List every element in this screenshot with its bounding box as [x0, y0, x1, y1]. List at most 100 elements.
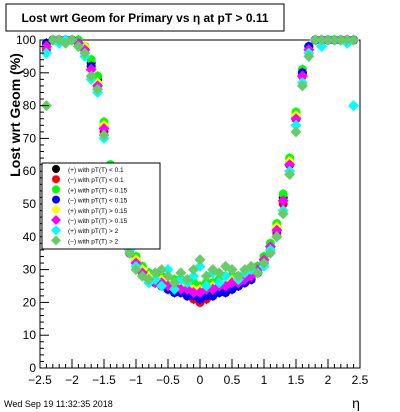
y-tick-label: 70	[23, 131, 37, 145]
data-point	[258, 257, 270, 269]
y-tick-label: 50	[23, 197, 37, 211]
x-tick-label: 2	[325, 373, 332, 387]
legend-entry: (+) with pT(T) < 0.1	[68, 167, 124, 174]
data-point	[226, 264, 238, 276]
data-point	[156, 280, 168, 292]
data-point	[85, 64, 97, 76]
data-point	[85, 70, 97, 82]
data-point	[162, 270, 174, 282]
data-point	[271, 231, 283, 243]
timestamp: Wed Sep 19 11:32:35 2018	[4, 399, 113, 409]
title-box	[5, 3, 285, 32]
data-point	[200, 270, 212, 282]
data-point	[213, 277, 225, 289]
data-point	[290, 119, 302, 131]
y-tick-label: 20	[23, 295, 37, 309]
x-tick-label: 0.5	[224, 373, 241, 387]
legend-marker	[51, 215, 61, 225]
data-point	[72, 41, 84, 53]
legend-entry: (−) with pT(T) > 0.15	[68, 218, 128, 225]
data-points	[40, 34, 360, 308]
data-point	[175, 267, 187, 279]
data-point	[162, 264, 174, 276]
data-point	[271, 224, 283, 236]
data-point	[143, 273, 155, 285]
x-axis-label: η	[352, 395, 360, 411]
data-point	[328, 34, 340, 46]
legend-marker	[52, 195, 60, 204]
y-tick-label: 100	[16, 33, 36, 47]
data-point	[181, 273, 193, 285]
chart-title: Lost wrt Geom for Primary vs η at pT > 0…	[21, 11, 268, 25]
data-point	[168, 283, 180, 295]
data-point	[188, 264, 200, 276]
legend-entry: (+) with pT(T) < 0.15	[68, 187, 128, 194]
data-point	[296, 70, 308, 82]
x-tick-label: 0	[197, 373, 204, 387]
data-point	[194, 254, 206, 266]
data-point	[309, 34, 321, 46]
legend-marker	[52, 185, 60, 194]
data-point	[188, 287, 200, 299]
data-point	[264, 247, 276, 259]
data-point	[98, 129, 110, 141]
legend-marker	[51, 204, 61, 215]
legend-marker	[51, 225, 61, 236]
data-point	[296, 80, 308, 92]
data-point	[277, 195, 289, 207]
data-point	[290, 113, 302, 125]
data-point	[79, 47, 91, 59]
data-point	[348, 100, 360, 112]
y-tick-label: 0	[29, 361, 36, 375]
x-tick-label: −1	[129, 373, 143, 387]
data-point	[348, 34, 360, 46]
x-tick-label: 1	[261, 373, 268, 387]
y-tick-label: 10	[23, 328, 37, 342]
legend-entry: (+) with pT(T) > 0.15	[68, 208, 128, 215]
x-tick-label: 2.5	[352, 373, 369, 387]
data-point	[316, 41, 328, 53]
data-point	[175, 283, 187, 295]
legend-entry: (−) with pT(T) < 0.15	[68, 198, 128, 205]
y-tick-label: 80	[23, 99, 37, 113]
legend-entry: (−) with pT(T) < 0.1	[68, 177, 124, 184]
x-tick-label: −2.5	[28, 373, 52, 387]
legend-box	[41, 162, 161, 250]
data-point	[200, 280, 212, 292]
data-point	[341, 34, 353, 46]
y-tick-label: 40	[23, 230, 37, 244]
data-point	[245, 260, 257, 272]
legend-entry: (−) with pT(T) > 2	[68, 238, 119, 245]
y-axis-label: Lost wrt Geom (%)	[7, 53, 23, 177]
data-point	[124, 247, 136, 259]
data-point	[252, 267, 264, 279]
data-point	[284, 159, 296, 171]
data-point	[66, 34, 78, 46]
x-tick-label: −2	[65, 373, 79, 387]
legend-marker	[52, 165, 60, 173]
data-point	[149, 273, 161, 285]
data-point	[284, 168, 296, 180]
legend-marker	[52, 175, 60, 184]
data-point	[130, 264, 142, 276]
y-tick-label: 60	[23, 164, 37, 178]
data-point	[232, 270, 244, 282]
data-point	[47, 34, 59, 46]
data-point	[277, 208, 289, 220]
y-tick-label: 90	[23, 66, 37, 80]
y-tick-label: 30	[23, 263, 37, 277]
data-point	[92, 83, 104, 95]
legend-entry: (+) with pT(T) > 2	[68, 228, 119, 235]
data-point	[156, 264, 168, 276]
data-point	[40, 47, 52, 59]
data-point	[168, 277, 180, 289]
legend-marker	[51, 235, 61, 246]
x-tick-label: −1.5	[92, 373, 116, 387]
data-point	[98, 123, 110, 135]
x-tick-label: 1.5	[288, 373, 305, 387]
data-point	[316, 34, 328, 46]
data-point	[322, 34, 334, 46]
data-point	[40, 41, 52, 53]
data-point	[335, 34, 347, 46]
